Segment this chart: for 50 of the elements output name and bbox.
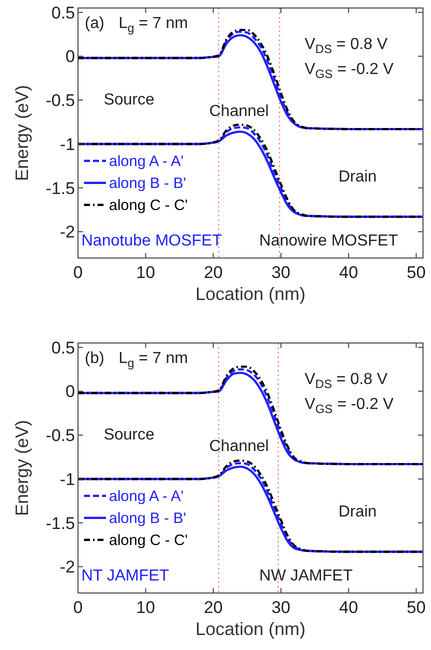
annotation: Channel bbox=[209, 102, 269, 120]
y-tick-label: 0.5 bbox=[51, 3, 75, 22]
annotation: Channel bbox=[209, 438, 269, 455]
annotation: V$_{DS}$ = 0.8 V bbox=[304, 36, 388, 56]
y-tick-label: 0 bbox=[66, 382, 75, 402]
x-axis-title: Location (nm) bbox=[195, 619, 306, 639]
y-tick-label: -1.5 bbox=[46, 178, 75, 198]
y-tick-label: 0.5 bbox=[51, 338, 75, 358]
legend-label: along A - A' bbox=[109, 152, 184, 170]
annotation: Drain bbox=[338, 168, 377, 186]
annotation: NT JAMFET bbox=[81, 568, 170, 585]
x-tick-label: 10 bbox=[136, 263, 156, 282]
y-tick-label: -1 bbox=[60, 470, 75, 489]
legend-label: along B - B' bbox=[109, 174, 186, 192]
legend-label: along A - A' bbox=[109, 488, 184, 505]
annotation: Source bbox=[104, 426, 155, 444]
x-tick-label: 10 bbox=[136, 598, 156, 617]
legend-label: along C - C' bbox=[109, 196, 188, 214]
annotation: V$_{GS}$ = -0.2 V bbox=[304, 396, 394, 416]
annotation: Source bbox=[104, 91, 155, 108]
x-tick-label: 50 bbox=[406, 263, 426, 282]
y-tick-label: -1 bbox=[60, 134, 75, 154]
y-tick-label: -0.5 bbox=[46, 91, 75, 110]
annotation: Drain bbox=[338, 504, 377, 521]
annotation: (a) bbox=[84, 15, 104, 32]
annotation: NW JAMFET bbox=[259, 568, 353, 585]
x-tick-label: 50 bbox=[406, 598, 426, 617]
y-tick-label: -0.5 bbox=[46, 426, 75, 446]
x-tick-label: 40 bbox=[339, 263, 358, 282]
annotation: V$_{DS}$ = 0.8 V bbox=[304, 371, 388, 391]
legend-label: along B - B' bbox=[109, 510, 186, 527]
y-tick-label: -1.5 bbox=[46, 514, 75, 533]
annotation: Nanowire MOSFET bbox=[259, 232, 398, 250]
x-tick-label: 30 bbox=[271, 263, 290, 282]
annotation: L$_{g}$ = 7 nm bbox=[118, 15, 188, 35]
annotation: L$_{g}$ = 7 nm bbox=[118, 350, 188, 370]
x-axis-title: Location (nm) bbox=[195, 284, 306, 304]
annotation: Nanotube MOSFET bbox=[81, 232, 222, 250]
y-tick-label: -2 bbox=[60, 222, 75, 242]
x-tick-label: 20 bbox=[204, 263, 223, 282]
y-tick-label: -2 bbox=[60, 558, 75, 577]
y-axis-title: Energy (eV) bbox=[12, 420, 32, 516]
annotation: (b) bbox=[84, 350, 104, 368]
x-tick-label: 30 bbox=[271, 598, 290, 617]
legend-label: along C - C' bbox=[109, 532, 188, 549]
x-tick-label: 40 bbox=[339, 598, 358, 617]
annotation: V$_{GS}$ = -0.2 V bbox=[304, 60, 394, 80]
y-tick-label: 0 bbox=[66, 47, 75, 66]
x-tick-label: 20 bbox=[204, 598, 223, 617]
y-axis-title: Energy (eV) bbox=[12, 84, 32, 182]
